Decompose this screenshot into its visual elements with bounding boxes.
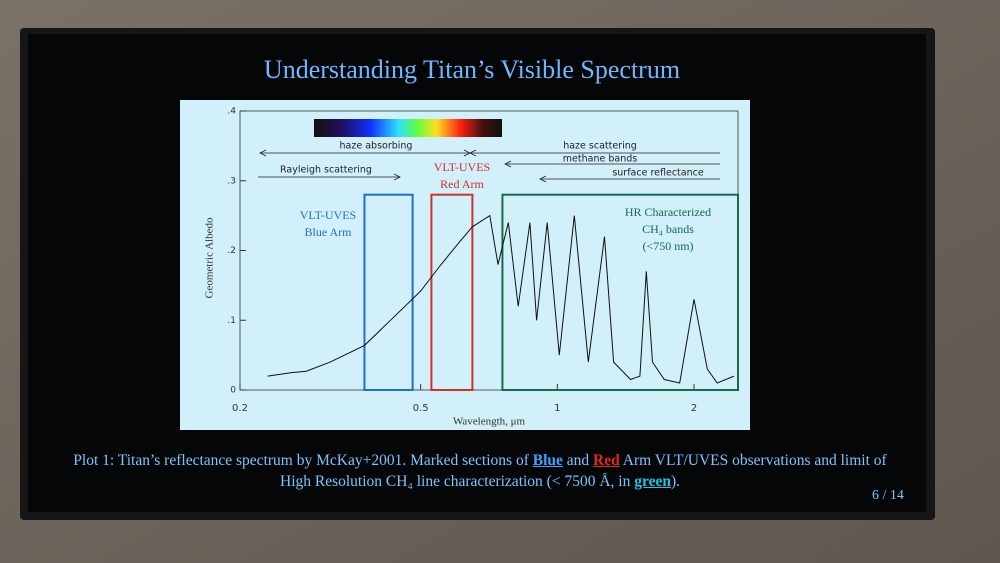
- caption-text: Arm VLT/UVES observations and limit of H…: [280, 452, 887, 490]
- page-number: 6 / 14: [872, 488, 904, 503]
- region-label: Blue Arm: [305, 225, 353, 239]
- y-axis-label: Geometric Albedo: [204, 217, 216, 298]
- arrow-head: [504, 160, 512, 168]
- region-label: VLT-UVES: [434, 160, 490, 174]
- x-tick-label: 0.2: [232, 403, 248, 414]
- plot: 0 .1 .2 .3 .4 0.2 0.5 1 2 Wavelength, μm Geometric…: [204, 107, 739, 428]
- annotation: methane bands: [563, 154, 637, 165]
- region-label: (<750 nm): [642, 239, 693, 253]
- y-tick-label: .3: [227, 176, 236, 186]
- arrow-head: [393, 173, 401, 181]
- region-label: HR Characterized: [625, 205, 711, 219]
- x-tick-label: 2: [691, 403, 697, 414]
- annotation: Rayleigh scattering: [280, 165, 372, 176]
- region-label: VLT-UVES: [300, 208, 356, 222]
- caption: Plot 1: Titan’s reflectance spectrum by …: [60, 450, 900, 492]
- y-tick-label: .4: [227, 107, 236, 117]
- annotation: surface reflectance: [612, 168, 704, 179]
- caption-text: Plot 1: Titan’s reflectance spectrum by …: [73, 452, 533, 469]
- region-label: Red Arm: [440, 177, 484, 191]
- y-tick-label: .2: [227, 246, 236, 256]
- arrow-head: [469, 149, 477, 157]
- x-tick-label: 0.5: [413, 403, 429, 414]
- region-box: [501, 193, 739, 391]
- caption-text: and: [562, 452, 594, 469]
- y-tick-label: .1: [227, 316, 236, 326]
- arrow-head: [259, 149, 267, 157]
- caption-highlight: Red: [593, 452, 620, 469]
- annotation: haze absorbing: [340, 141, 413, 152]
- annotation: haze scattering: [563, 141, 637, 152]
- y-tick-label: 0: [230, 386, 236, 396]
- region-box: [363, 193, 414, 391]
- color-spectrum-bar: [314, 119, 502, 137]
- slide-title: Understanding Titan’s Visible Spectrum: [264, 55, 680, 84]
- caption-highlight: Blue: [532, 452, 563, 469]
- figure-panel: [180, 100, 750, 430]
- spectrum-line: [267, 214, 735, 384]
- x-tick-label: 1: [554, 403, 560, 414]
- caption-text: ).: [670, 473, 680, 490]
- region-box: [430, 193, 474, 391]
- x-axis-label: Wavelength, μm: [453, 416, 526, 428]
- caption-highlight: green: [634, 473, 671, 490]
- region-label: CH₄ bands: [642, 222, 694, 236]
- arrow-head: [539, 175, 547, 183]
